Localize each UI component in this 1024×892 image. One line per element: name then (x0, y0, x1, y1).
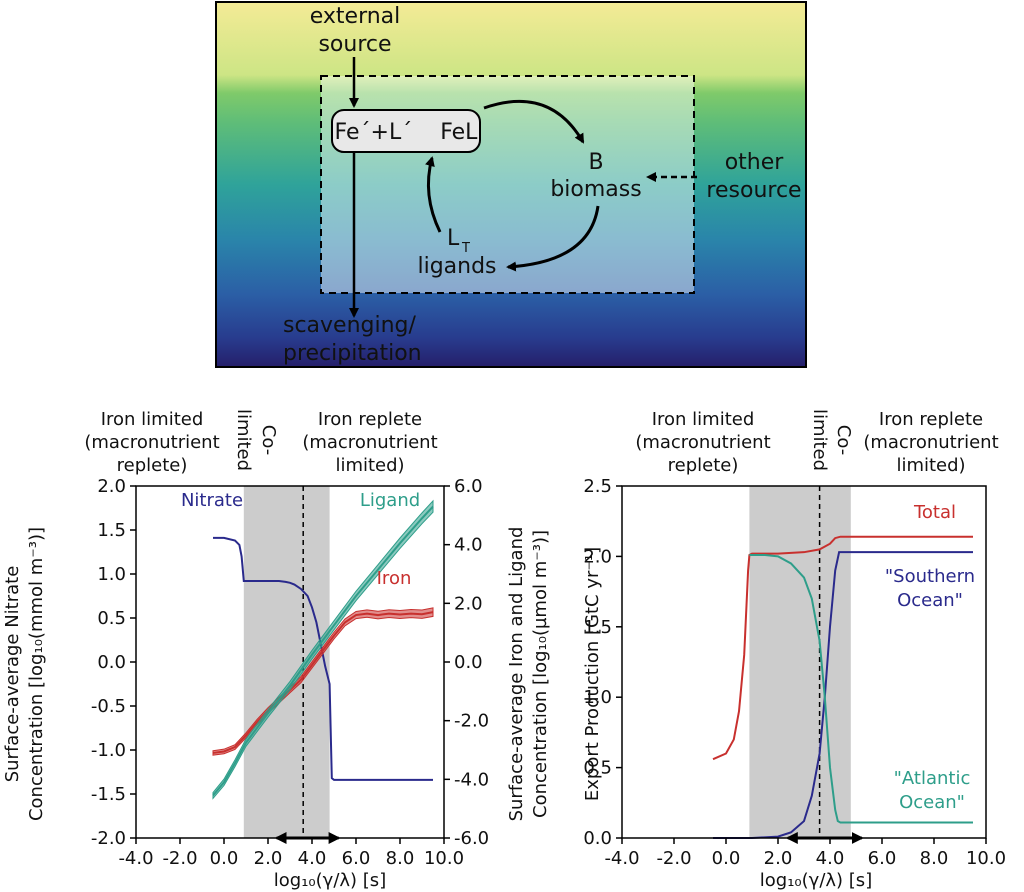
chart2-ylabel: Export Production [GtC yr⁻¹] (582, 547, 603, 801)
chart1-ylabel-1: Surface-average Nitrate (2, 566, 23, 783)
right-iron-replete-3: limited) (896, 455, 965, 476)
ligands-subscript: T (461, 241, 470, 256)
chart2-xtick-label-6: 8.0 (920, 848, 949, 869)
chart1-xtick-label-2: 0.0 (210, 848, 239, 869)
chart1-y2tick-label-1: -4.0 (454, 769, 489, 790)
chart2-series-label-2-1: Ocean" (899, 792, 965, 813)
chart2-series-label-1-1: Ocean" (897, 590, 963, 611)
chart1-series-label-1-0: Ligand (360, 490, 420, 511)
right-co-limited-2: limited (809, 409, 830, 471)
chart2-ytick-label-5: 2.5 (583, 476, 612, 497)
chart1-y2tick-label-0: -6.0 (454, 828, 489, 849)
biomass-label: biomass (550, 177, 641, 202)
chart2-ytick-label-0: 0.0 (583, 828, 612, 849)
schematic-diagram: external source Fe´+L´ FeL B biomass L T… (215, 1, 807, 368)
chart2-xtick-label-7: 10.0 (966, 848, 1006, 869)
chart2-series-0-line (712, 535, 973, 761)
left-chart-region-labels: Iron limited (macronutrient replete) Co-… (84, 409, 437, 476)
chart1-ytick-label-0: -2.0 (91, 828, 126, 849)
export-production-chart: -4.0 -2.0 0.0 2.0 4.0 6.0 8.0 10.0 0.0 0.5 1.0 1.5 2… (583, 476, 1006, 869)
chart2-xlabel: log₁₀(γ/λ) [s] (760, 870, 872, 891)
chart2-ytick-label-1: 0.5 (583, 758, 612, 779)
right-iron-limited-3: replete) (668, 455, 739, 476)
left-iron-limited-1: Iron limited (101, 409, 204, 430)
left-iron-replete-1: Iron replete (318, 409, 422, 430)
chart2-xtick-label-5: 6.0 (868, 848, 897, 869)
chart1-y2tick-label-3: 0.0 (454, 652, 483, 673)
chart1-ytick-label-6: 1.0 (97, 564, 126, 585)
left-iron-limited-2: (macronutrient (84, 432, 219, 453)
ligands-label: ligands (417, 254, 496, 279)
chart1-ytick-label-1: -1.5 (91, 784, 126, 805)
right-iron-limited-2: (macronutrient (635, 432, 770, 453)
chart2-series-1-line (713, 551, 973, 839)
uptake-arrow (483, 100, 585, 144)
chart1-y2tick-label-2: -2.0 (454, 711, 489, 732)
left-co-limited-2: limited (233, 409, 254, 471)
chart1-series-2-line (212, 505, 434, 797)
chart2-series-label-1-0: "Southern (885, 566, 975, 587)
other-resource-label-2: resource (706, 178, 801, 203)
biomass-symbol: B (588, 150, 603, 175)
right-chart-region-labels: Iron limited (macronutrient replete) Co-… (635, 409, 998, 476)
chart2-ytick-label-4: 2.0 (583, 546, 612, 567)
ocean-background (215, 1, 807, 368)
chart1-xtick-label-1: -2.0 (162, 848, 197, 869)
chart1-xlabel: log₁₀(γ/λ) [s] (274, 870, 386, 891)
chart1-ytick-label-7: 1.5 (97, 520, 126, 541)
chart1-y2tick-label-6: 6.0 (454, 476, 483, 497)
chart1-series-label-2-0: Iron (377, 568, 412, 589)
chart2-co-limited-shade (749, 486, 851, 838)
right-iron-limited-1: Iron limited (652, 409, 755, 430)
external-source-label-1: external (310, 4, 401, 29)
chart1-y2tick-label-4: 2.0 (454, 593, 483, 614)
left-iron-replete-3: limited) (335, 455, 404, 476)
chart1-xtick-label-0: -4.0 (118, 848, 153, 869)
iron-pool-label: Fe´+L´ FeL (335, 120, 479, 145)
chart1-ytick-label-2: -1.0 (91, 740, 126, 761)
nitrate-iron-ligand-chart: -4.0 -2.0 0.0 2.0 4.0 6.0 8.0 10.0-2.0-1.5-1.0-… (91, 476, 489, 869)
chart1-xtick-label-6: 8.0 (386, 848, 415, 869)
chart1-series-0-line (213, 536, 433, 781)
chart1-ytick-label-3: -0.5 (91, 696, 126, 717)
left-iron-replete-2: (macronutrient (302, 432, 437, 453)
chart2-xtick-label-2: 0.0 (712, 848, 741, 869)
left-co-limited-1: Co- (258, 425, 279, 455)
chart1-xtick-label-3: 2.0 (254, 848, 283, 869)
right-iron-replete-2: (macronutrient (863, 432, 998, 453)
chart1-ylabel-2: Concentration [log₁₀(mmol m⁻³)] (26, 527, 47, 821)
chart2-ytick-label-3: 1.5 (583, 617, 612, 638)
iron-pool-box (331, 109, 481, 153)
chart1-xtick-label-5: 6.0 (342, 848, 371, 869)
chart2-xtick-label-1: -2.0 (656, 848, 691, 869)
chart1-ytick-label-8: 2.0 (97, 476, 126, 497)
chart2-ytick-label-2: 1.0 (583, 687, 612, 708)
other-resource-label-1: other (725, 150, 785, 175)
chart1-ytick-label-5: 0.5 (97, 608, 126, 629)
chart1-y2tick-label-5: 4.0 (454, 535, 483, 556)
left-iron-limited-3: replete) (117, 455, 188, 476)
chart2-xtick-label-3: 2.0 (764, 848, 793, 869)
chart2-xtick-label-0: -4.0 (604, 848, 639, 869)
chart2-series-label-0-0: Total (913, 502, 956, 523)
ligand-binding-arrow (425, 156, 442, 233)
chart1-y2label-2: Concentration [log₁₀(µmol m⁻³)] (530, 530, 551, 818)
chart2-series-label-2-0: "Atlantic (894, 768, 971, 789)
chart2-series-2-line (749, 553, 973, 824)
chart1-y2label-1: Surface-average Iron and Ligand (506, 527, 527, 822)
ligands-symbol: L (447, 226, 460, 251)
chart1-xtick-label-4: 4.0 (298, 848, 327, 869)
chart2-xtick-label-4: 4.0 (816, 848, 845, 869)
right-iron-replete-1: Iron replete (879, 409, 983, 430)
chart1-series-label-0-0: Nitrate (181, 490, 243, 511)
chart1-xtick-label-7: 10.0 (424, 848, 464, 869)
right-co-limited-1: Co- (833, 425, 854, 455)
chart1-ytick-label-4: 0.0 (97, 652, 126, 673)
chart1-series-1-line (212, 611, 434, 754)
scavenging-label-2: precipitation (283, 341, 422, 366)
external-source-label-2: source (318, 32, 391, 57)
ligand-production-arrow (506, 205, 600, 272)
